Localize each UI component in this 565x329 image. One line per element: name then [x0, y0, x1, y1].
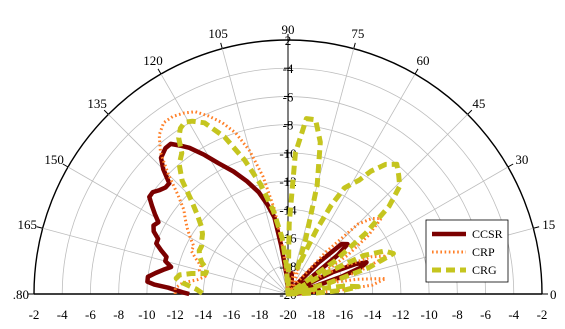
angle-label: 0 [550, 287, 557, 302]
baseline-label: -6 [480, 307, 491, 322]
baseline-label: -12 [392, 307, 409, 322]
angle-tick-mark [353, 42, 356, 49]
angle-tick-mark [414, 68, 419, 75]
series-lines [145, 110, 403, 297]
series-line-crg [173, 116, 403, 297]
angle-tick-mark [220, 42, 223, 49]
angle-tick-mark [507, 163, 514, 168]
angle-label: 150 [44, 152, 64, 167]
legend-label-ccsr: CCSR [472, 227, 503, 241]
baseline-label: -14 [364, 307, 382, 322]
baseline-label: -18 [251, 307, 268, 322]
radial-label: -8 [283, 118, 294, 133]
angle-tick-mark [467, 109, 473, 115]
baseline-label: -20 [279, 307, 296, 322]
angle-tick-mark [36, 226, 43, 229]
legend-label-crg: CRG [472, 263, 497, 277]
angle-tick-mark [62, 163, 69, 168]
baseline-label: -8 [113, 307, 124, 322]
baseline-label: -16 [223, 307, 241, 322]
angle-label: 75 [351, 26, 364, 41]
baseline-label: -10 [420, 307, 437, 322]
legend-label-crp: CRP [472, 245, 495, 259]
legend-box [425, 219, 509, 283]
baseline-label: -2 [537, 307, 548, 322]
angle-label: 60 [417, 53, 430, 68]
angle-tick-mark [103, 109, 109, 115]
angle-tick-mark [533, 226, 540, 229]
baseline-label: -4 [508, 307, 519, 322]
angle-label: 15 [542, 217, 555, 232]
grid-spoke [287, 48, 355, 295]
angle-label: 105 [208, 26, 228, 41]
angle-label: 30 [515, 152, 528, 167]
baseline-label: -2 [29, 307, 40, 322]
baseline-label: -8 [452, 307, 463, 322]
angle-tick-mark [157, 68, 162, 75]
angle-label: 120 [143, 53, 163, 68]
radial-label: 2 [285, 33, 292, 48]
baseline-label: -6 [85, 307, 96, 322]
grid-spoke [287, 73, 416, 295]
grid-spoke [221, 48, 289, 295]
angle-label: 135 [87, 96, 107, 111]
angle-label: 90 [282, 22, 295, 37]
grid-spoke [67, 166, 289, 295]
baseline-label: -16 [336, 307, 354, 322]
baseline-label: -14 [195, 307, 213, 322]
radial-label: -6 [283, 89, 294, 104]
grid-spoke [160, 73, 289, 295]
radial-label: -4 [283, 61, 294, 76]
series-line-ccsr [145, 141, 369, 297]
baseline-label: -10 [138, 307, 155, 322]
angle-label: .80 [13, 287, 29, 302]
baseline-label: -12 [166, 307, 183, 322]
angle-label: 165 [17, 217, 37, 232]
legend: CCSR CRP CRG [425, 219, 509, 283]
baseline-label: -4 [57, 307, 68, 322]
baseline-label: -18 [308, 307, 325, 322]
radial-label: -10 [279, 146, 296, 161]
angle-label: 45 [472, 96, 485, 111]
grid-spoke [108, 114, 289, 295]
